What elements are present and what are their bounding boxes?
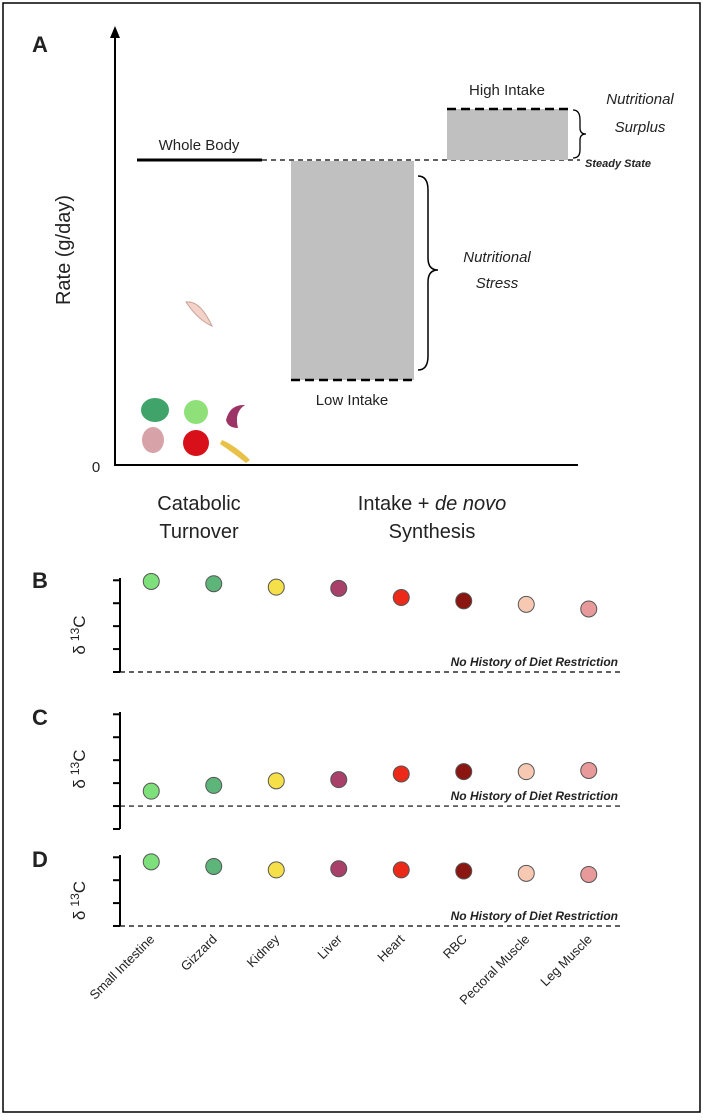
organ-icon — [185, 301, 214, 327]
y-label-element: C — [70, 749, 89, 761]
x-group-label: de novo — [435, 493, 506, 515]
panel-label: B — [32, 568, 48, 593]
y-axis-label: δ 13C — [68, 749, 89, 788]
dot — [517, 763, 535, 781]
stress-brace — [417, 175, 439, 371]
y-label-element: C — [70, 881, 89, 893]
dot — [205, 776, 223, 794]
organ-icon — [184, 400, 208, 424]
y-label-sup: 13 — [68, 627, 82, 641]
y-label-symbol: δ — [70, 911, 89, 920]
origin-label: 0 — [92, 459, 100, 476]
surplus-brace — [572, 109, 587, 159]
dot — [142, 782, 160, 800]
x-tick-label: Leg Muscle — [537, 932, 595, 990]
y-label-symbol: δ — [70, 645, 89, 654]
x-group-label: Synthesis — [389, 521, 476, 543]
x-tick-label: Gizzard — [178, 932, 220, 974]
organ-icons — [141, 301, 250, 463]
dot — [517, 595, 535, 613]
x-tick-label: Small Intestine — [86, 932, 157, 1003]
panel-label: C — [32, 705, 48, 730]
y-axis-label: δ 13C — [68, 881, 89, 920]
x-group-label: Intake + de novo — [358, 493, 506, 515]
dot — [455, 763, 473, 781]
dot — [392, 861, 410, 879]
dot — [267, 578, 285, 596]
panel-label: D — [32, 847, 48, 872]
low-intake-area — [291, 161, 414, 380]
annotation: No History of Diet Restriction — [451, 909, 618, 923]
y-axis-label: δ 13C — [68, 615, 89, 654]
dot — [330, 860, 348, 878]
organ-icon — [220, 440, 250, 463]
dot — [330, 579, 348, 597]
dot — [580, 600, 598, 618]
dot — [580, 762, 598, 779]
y-label-sup: 13 — [68, 893, 82, 907]
organ-icon — [141, 398, 169, 422]
surplus-label: Nutritional — [606, 91, 674, 108]
x-group-label: Catabolic — [157, 493, 240, 515]
dot — [142, 572, 160, 590]
stress-label: Stress — [476, 275, 519, 292]
dot — [205, 857, 223, 875]
x-group-label: Intake + — [358, 493, 435, 515]
high-intake-area — [447, 109, 568, 160]
x-group-label: Turnover — [159, 521, 239, 543]
x-tick-label: RBC — [440, 932, 470, 962]
dot — [392, 765, 410, 783]
surplus-label: Surplus — [615, 119, 666, 136]
dot — [517, 864, 535, 882]
y-label-element: C — [70, 615, 89, 627]
dot — [455, 592, 473, 610]
y-label-symbol: δ — [70, 779, 89, 788]
x-tick-label: Heart — [374, 931, 407, 964]
dot — [330, 771, 348, 789]
dot — [392, 588, 410, 606]
y-label-sup: 13 — [68, 761, 82, 775]
stress-label: Nutritional — [463, 249, 531, 266]
annotation: No History of Diet Restriction — [451, 789, 618, 803]
steady-state-label: Steady State — [585, 158, 651, 170]
dot — [267, 772, 285, 790]
dot — [455, 862, 473, 880]
organ-icon — [183, 430, 209, 456]
y-axis-label: Rate (g/day) — [53, 195, 75, 305]
organ-icon — [142, 427, 164, 453]
high-intake-label: High Intake — [469, 82, 545, 99]
dot — [205, 575, 223, 593]
dot — [267, 861, 285, 879]
annotation: No History of Diet Restriction — [451, 655, 618, 669]
x-tick-label: Liver — [314, 931, 345, 962]
panel-label: A — [32, 32, 48, 57]
whole-body-label: Whole Body — [159, 137, 240, 154]
low-intake-label: Low Intake — [316, 392, 389, 409]
organ-icon — [226, 404, 245, 428]
x-tick-label: Kidney — [244, 931, 283, 970]
dot — [142, 853, 160, 871]
dot — [580, 865, 598, 883]
axis-arrow — [110, 26, 120, 38]
